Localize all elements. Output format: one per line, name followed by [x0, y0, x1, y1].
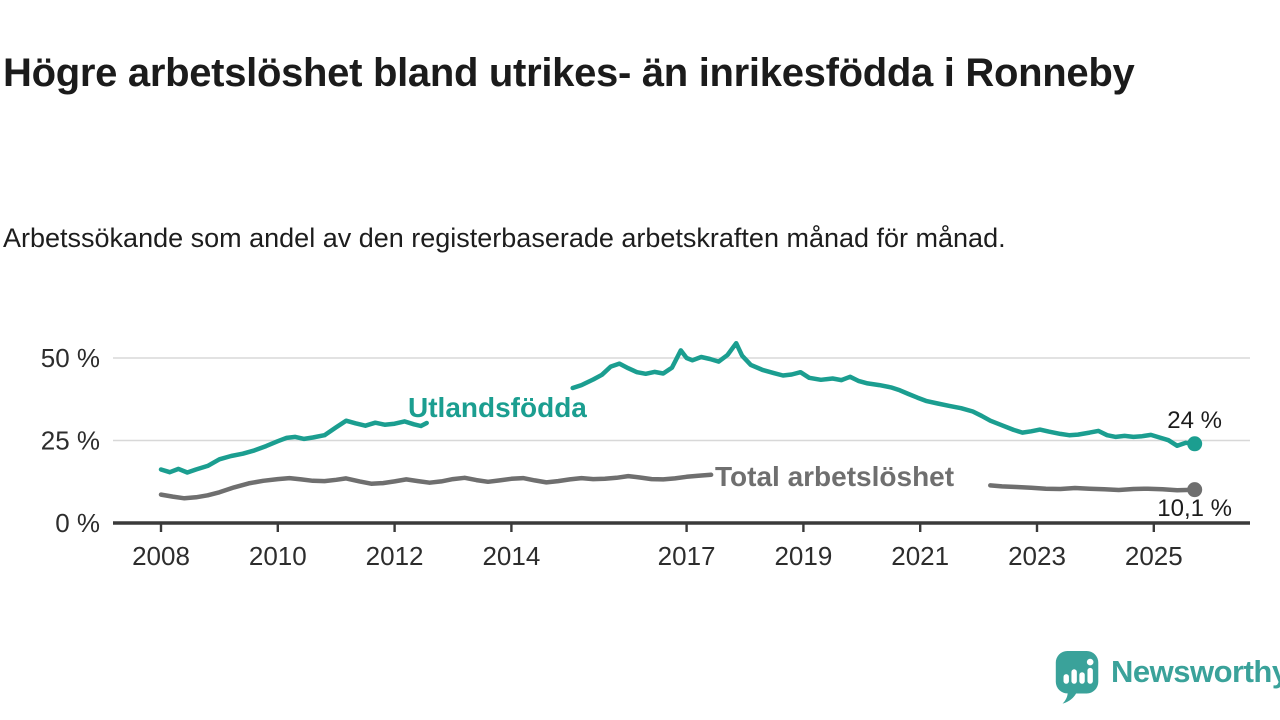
series-end-value-label-0: 24 %	[1167, 407, 1222, 434]
bar-large	[1079, 672, 1085, 684]
chart-canvas: 2008 2010 2012 2014 2017 2019 2021 2023 2025 0 % 2…	[41, 340, 1250, 571]
x-tick-label: 2025	[1125, 541, 1183, 571]
x-tick-label: 2012	[366, 541, 424, 571]
chart-subtitle: Arbetssökande som andel av den registerb…	[3, 223, 1006, 253]
x-tick-label: 2014	[482, 541, 540, 571]
series-line-1	[988, 483, 1197, 493]
y-tick-label: 0 %	[55, 508, 100, 538]
x-tick-label: 2008	[132, 541, 190, 571]
newsworthy-bubble-chart-icon	[1055, 650, 1099, 704]
series-end-dot-1	[1187, 482, 1203, 498]
bar-medium	[1071, 669, 1077, 684]
bar-small	[1063, 674, 1069, 684]
series-line-0	[570, 340, 1197, 449]
exclamation-bar	[1087, 667, 1093, 684]
x-tick-label: 2021	[891, 541, 949, 571]
series-inline-label-1: Total arbetslöshet	[715, 461, 954, 492]
newsworthy-wordmark: Newsworthy	[1111, 654, 1280, 689]
line-chart: 2008 2010 2012 2014 2017 2019 2021 2023 2025 0 % 2…	[0, 315, 1280, 585]
series-end-value-label-1: 10,1 %	[1157, 495, 1232, 522]
x-tick-label: 2023	[1008, 541, 1066, 571]
newsworthy-logo: Newsworthy	[1054, 650, 1280, 706]
series-end-dot-0	[1187, 436, 1203, 452]
page-title: Högre arbetslöshet bland utrikes- än inr…	[3, 50, 1135, 95]
y-tick-label: 25 %	[41, 426, 100, 456]
y-tick-label: 50 %	[41, 343, 100, 373]
series-line-0	[158, 418, 429, 475]
x-tick-label: 2019	[774, 541, 832, 571]
exclamation-dot	[1086, 658, 1094, 666]
series-inline-label-0: Utlandsfödda	[408, 392, 587, 423]
series-line-1	[158, 472, 714, 501]
x-tick-label: 2010	[249, 541, 307, 571]
x-tick-label: 2017	[658, 541, 716, 571]
